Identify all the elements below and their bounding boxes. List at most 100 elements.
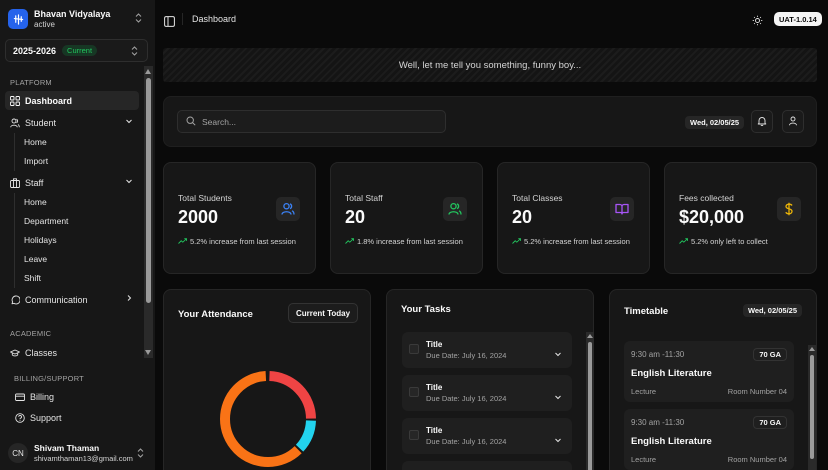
timetable-slot[interactable]: 9:30 am -11:30 70 GA English Literature … xyxy=(624,341,794,402)
session-selector[interactable]: 2025-2026 Current xyxy=(5,39,148,62)
breadcrumb-page: Dashboard xyxy=(192,14,237,24)
sidebar-toggle-icon[interactable] xyxy=(164,14,175,32)
user-email: shivamthaman13@gmail.com xyxy=(34,453,133,463)
dollar-sign-icon xyxy=(777,197,801,221)
stat-trend: 5.2% increase from last session xyxy=(178,237,296,246)
stat-trend: 5.2% increase from last session xyxy=(512,237,630,246)
panel-title: Your Attendance xyxy=(178,309,253,320)
sidebar-subitem-staff-holidays[interactable]: Holidays xyxy=(24,235,57,245)
stat-trend-text: 5.2% only left to collect xyxy=(691,237,768,246)
slot-subject: English Literature xyxy=(631,368,712,379)
section-label-platform: PLATFORM xyxy=(10,78,52,87)
user-menu[interactable]: CN Shivam Thaman shivamthaman13@gmail.co… xyxy=(8,441,148,465)
stat-value: 2000 xyxy=(178,207,219,227)
sidebar-item-classes[interactable]: Classes xyxy=(5,343,139,362)
sidebar-item-student[interactable]: Student xyxy=(5,113,139,132)
section-label-billing-support: BILLING/SUPPORT xyxy=(14,374,84,383)
sidebar-item-billing[interactable]: Billing xyxy=(10,387,138,406)
scroll-up-arrow-icon[interactable] xyxy=(587,334,593,338)
stat-trend-text: 5.2% increase from last session xyxy=(190,237,296,246)
sidebar-subitem-staff-shift[interactable]: Shift xyxy=(24,273,42,283)
slot-time: 9:30 am -11:30 xyxy=(631,350,685,359)
stat-trend: 5.2% only left to collect xyxy=(679,237,768,246)
tasks-scrollbar[interactable] xyxy=(586,332,594,470)
sidebar-subitem-staff-home[interactable]: Home xyxy=(24,197,47,207)
profile-button[interactable] xyxy=(782,110,804,133)
stat-card-total-students: Total Students 2000 5.2% increase from l… xyxy=(163,162,316,274)
task-checkbox[interactable] xyxy=(409,430,419,440)
grid-icon xyxy=(10,95,20,106)
chevron-down-icon xyxy=(125,177,133,187)
search-placeholder: Search... xyxy=(202,116,237,127)
scroll-up-arrow-icon[interactable] xyxy=(145,69,151,74)
slot-room: Room Number 04 xyxy=(727,455,787,464)
slot-code-badge: 70 GA xyxy=(753,416,787,429)
task-due-date: Due Date: July 16, 2024 xyxy=(426,394,507,403)
task-checkbox[interactable] xyxy=(409,344,419,354)
task-item[interactable]: Title Due Date: July 16, 2024 xyxy=(402,375,572,411)
chevron-down-icon[interactable] xyxy=(554,431,562,449)
org-status: active xyxy=(34,19,55,29)
org-logo-icon xyxy=(8,9,28,29)
stat-label: Total Students xyxy=(178,193,232,203)
sidebar: Bhavan Vidyalaya active 2025-2026 Curren… xyxy=(0,0,155,470)
sidebar-subitem-student-import[interactable]: Import xyxy=(24,156,49,166)
message-circle-icon xyxy=(10,295,20,305)
attendance-donut-chart xyxy=(220,371,316,467)
stat-label: Total Staff xyxy=(345,193,383,203)
submenu-guide-line xyxy=(14,133,15,171)
scrollbar-thumb[interactable] xyxy=(588,342,592,470)
task-checkbox[interactable] xyxy=(409,387,419,397)
credit-card-icon xyxy=(15,392,25,402)
divider xyxy=(182,13,183,25)
sun-icon[interactable] xyxy=(752,13,763,31)
sidebar-subitem-staff-leave[interactable]: Leave xyxy=(24,254,48,264)
chevrons-up-down-icon xyxy=(135,13,142,24)
task-due-date: Due Date: July 16, 2024 xyxy=(426,351,507,360)
sidebar-subitem-student-home[interactable]: Home xyxy=(24,137,47,147)
timetable-date-chip: Wed, 02/05/25 xyxy=(742,304,802,317)
sidebar-item-label: Classes xyxy=(25,347,58,358)
banner-text: Well, let me tell you something, funny b… xyxy=(398,59,582,71)
scrollbar-thumb[interactable] xyxy=(810,355,814,459)
org-name: Bhavan Vidyalaya xyxy=(34,8,111,19)
notifications-button[interactable] xyxy=(751,110,773,133)
stat-value: 20 xyxy=(345,207,366,227)
sidebar-item-support[interactable]: Support xyxy=(10,408,138,427)
sidebar-scrollbar[interactable] xyxy=(144,66,153,358)
attendance-panel: Your Attendance Current Today xyxy=(163,289,371,470)
scrollbar-thumb[interactable] xyxy=(146,78,151,303)
briefcase-icon xyxy=(10,177,20,188)
task-item[interactable]: Title Due Date: July 16, 2024 xyxy=(402,332,572,368)
avatar: CN xyxy=(8,443,28,463)
panel-title: Your Tasks xyxy=(401,304,451,315)
sidebar-item-label: Support xyxy=(30,412,62,423)
scroll-up-arrow-icon[interactable] xyxy=(809,347,815,351)
org-switcher[interactable]: Bhavan Vidyalaya active xyxy=(8,8,148,30)
timetable-scrollbar[interactable] xyxy=(808,345,816,470)
task-item[interactable]: Title Due Date: July 16, 2024 xyxy=(402,418,572,454)
section-label-academic: ACADEMIC xyxy=(10,329,52,338)
sidebar-subitem-staff-department[interactable]: Department xyxy=(24,216,69,226)
scroll-down-arrow-icon[interactable] xyxy=(145,350,151,355)
chevron-down-icon[interactable] xyxy=(554,388,562,406)
task-item[interactable] xyxy=(402,461,572,470)
chevron-down-icon xyxy=(125,117,133,127)
sidebar-item-dashboard[interactable]: Dashboard xyxy=(5,91,139,110)
chevron-down-icon[interactable] xyxy=(554,345,562,363)
user-icon xyxy=(788,113,798,131)
current-badge: Current xyxy=(62,45,98,56)
stat-trend-text: 5.2% increase from last session xyxy=(524,237,630,246)
sidebar-item-staff[interactable]: Staff xyxy=(5,173,139,192)
task-due-date: Due Date: July 16, 2024 xyxy=(426,437,507,446)
trending-up-icon xyxy=(512,237,521,246)
task-title: Title xyxy=(426,426,443,435)
attendance-filter-button[interactable]: Current Today xyxy=(288,303,359,323)
sidebar-item-communication[interactable]: Communication xyxy=(5,290,139,309)
main-content: Dashboard UAT-1.0.14 Well, let me tell y… xyxy=(155,0,828,470)
slot-time: 9:30 am -11:30 xyxy=(631,418,685,427)
timetable-slot[interactable]: 9:30 am -11:30 70 GA English Literature … xyxy=(624,409,794,470)
date-chip: Wed, 02/05/25 xyxy=(685,116,745,129)
search-input[interactable]: Search... xyxy=(177,110,446,133)
trending-up-icon xyxy=(178,237,187,246)
